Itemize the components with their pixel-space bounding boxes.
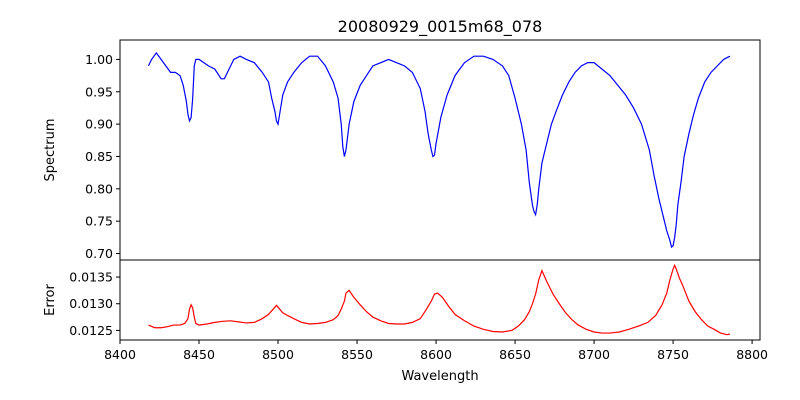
- y-tick-label: 0.0135: [69, 270, 113, 285]
- error-y-ticks: 0.0125 0.0130 0.0135: [69, 270, 120, 338]
- y-tick-label: 0.80: [85, 181, 113, 196]
- y-tick-label: 0.0125: [69, 323, 113, 338]
- chart-title: 20080929_0015m68_078: [338, 17, 543, 37]
- x-tick-label: 8650: [499, 347, 531, 362]
- spectrum-series-line: [147, 51, 731, 249]
- x-tick-label: 8450: [183, 347, 215, 362]
- x-tick-label: 8700: [578, 347, 610, 362]
- wavelength-x-ticks: 8400 8450 8500 8550 8600 8650 8700 8750 8800: [104, 340, 768, 362]
- y-tick-label: 0.70: [85, 246, 113, 261]
- x-tick-label: 8800: [736, 347, 768, 362]
- y-tick-label: 0.75: [85, 214, 113, 229]
- spectrum-panel: 0.70 0.75 0.80 0.85 0.90 0.95 1.00 Spectrum: [43, 39, 761, 261]
- spectrum-y-axis-label: Spectrum: [43, 119, 58, 182]
- y-tick-label: 0.90: [85, 117, 113, 132]
- error-series-line: [148, 263, 731, 336]
- y-tick-label: 0.0130: [69, 296, 113, 311]
- x-tick-label: 8550: [341, 347, 373, 362]
- y-tick-label: 1.00: [85, 52, 113, 67]
- x-tick-label: 8750: [657, 347, 689, 362]
- x-tick-label: 8600: [420, 347, 452, 362]
- error-plot-frame: [119, 259, 761, 341]
- y-tick-label: 0.95: [85, 84, 113, 99]
- y-tick-label: 0.85: [85, 149, 113, 164]
- x-tick-label: 8400: [104, 347, 136, 362]
- error-y-axis-label: Error: [43, 284, 58, 316]
- wavelength-x-axis-label: Wavelength: [401, 369, 478, 384]
- spectrum-y-ticks: 0.70 0.75 0.80 0.85 0.90 0.95 1.00: [85, 52, 120, 261]
- x-tick-label: 8500: [262, 347, 294, 362]
